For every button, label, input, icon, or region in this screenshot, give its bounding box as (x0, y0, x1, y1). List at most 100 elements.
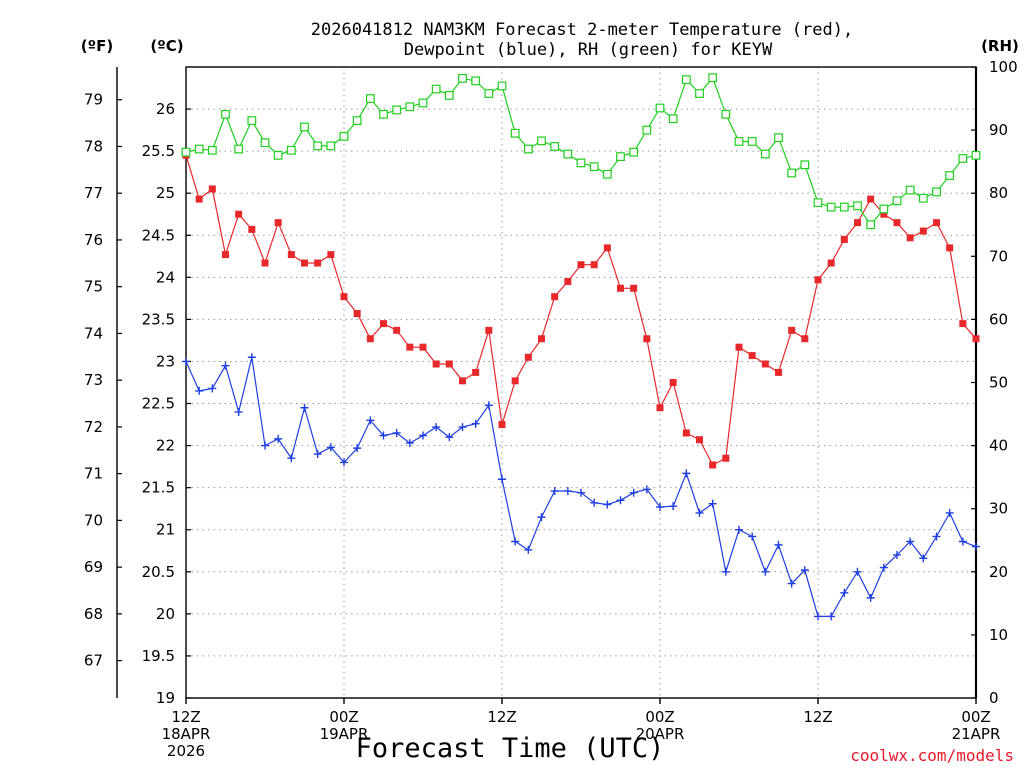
2-meter-temperature-point (775, 368, 782, 376)
celsius-tick-label: 22.5 (142, 395, 175, 413)
2-meter-temperature-point (222, 251, 229, 259)
fahrenheit-tick-label: 71 (84, 465, 103, 483)
celsius-tick-label: 24 (156, 268, 175, 286)
fahrenheit-tick-label: 72 (84, 418, 103, 436)
2-meter-temperature-point (880, 210, 888, 218)
rh-point (458, 73, 467, 83)
2-meter-temperature-point (327, 251, 335, 259)
rh-point (405, 102, 415, 112)
rh-tick-label: 70 (989, 247, 1008, 265)
dewpoint-point (379, 431, 388, 440)
dewpoint-point (721, 567, 730, 576)
celsius-tick-label: 23 (156, 352, 175, 370)
rh-point (444, 90, 454, 100)
dewpoint-point (669, 502, 678, 511)
dewpoint-point (221, 361, 230, 370)
data-series (181, 73, 981, 621)
rh-point (537, 136, 546, 146)
fahrenheit-tick-label: 70 (84, 511, 103, 529)
rh-point (839, 202, 849, 212)
rh-point (774, 133, 783, 143)
2-meter-temperature-point (814, 276, 822, 284)
rh-point (905, 185, 915, 195)
rh-tick-label: 90 (989, 121, 1008, 139)
rh-point (853, 201, 862, 211)
2-meter-temperature-point (867, 195, 875, 203)
dewpoint-point (853, 567, 862, 576)
2-meter-temperature-point (854, 219, 861, 227)
rh-point (273, 150, 283, 160)
dewpoint-point (748, 532, 757, 541)
dewpoint-point (879, 563, 888, 572)
2-meter-temperature-point (603, 244, 611, 252)
rh-point (589, 162, 599, 172)
dewpoint-point (563, 487, 572, 496)
2-meter-temperature-point (538, 335, 545, 343)
dewpoint-point (405, 439, 414, 448)
rh-point (234, 144, 244, 154)
fahrenheit-tick-label: 74 (84, 324, 103, 342)
dewpoint-point (827, 612, 836, 621)
dewpoint-point (313, 450, 322, 459)
2-meter-temperature-point (393, 326, 401, 334)
2-meter-temperature-point (419, 343, 427, 351)
celsius-tick-label: 24.5 (142, 226, 175, 244)
title-line-2: Dewpoint (blue), RH (green) for KEYW (404, 40, 773, 60)
dewpoint-point (392, 428, 401, 437)
2-meter-temperature-point (893, 219, 901, 227)
dewpoint-point (234, 407, 243, 416)
2-meter-temperature-point (380, 320, 387, 328)
rh-tick-label: 0 (989, 689, 999, 707)
dewpoint-point (800, 566, 809, 575)
2-meter-temperature-point (511, 377, 519, 385)
dewpoint-point (366, 416, 375, 425)
x-tick-label: 12Z (803, 708, 832, 726)
dewpoint-point (814, 612, 822, 621)
rh-point (866, 220, 876, 230)
celsius-tick-label: 22 (156, 437, 175, 455)
dewpoint-point (432, 423, 441, 432)
dewpoint-point (972, 542, 980, 551)
rh-point (523, 144, 533, 154)
dewpoint-point (590, 498, 599, 507)
2-meter-temperature-point (340, 293, 348, 301)
2-meter-temperature-point (617, 284, 624, 292)
rh-point (655, 103, 665, 113)
rh-tick-label: 60 (989, 310, 1008, 328)
dewpoint-point (419, 431, 427, 440)
rh-tick-label: 30 (989, 500, 1008, 518)
chart-title: 2026041812 NAM3KM Forecast 2-meter Tempe… (311, 20, 853, 60)
x-tick-label: 12Z (171, 708, 200, 726)
2-meter-temperature-point (827, 259, 835, 267)
2-meter-temperature-point (959, 320, 967, 328)
dewpoint-point (471, 419, 480, 428)
dewpoint-point (761, 567, 770, 576)
2-meter-temperature-point (314, 259, 322, 267)
dewpoint-point (866, 593, 875, 602)
2-meter-temperature-point (459, 377, 466, 385)
rh-point (221, 109, 230, 119)
2-meter-temperature-point (761, 360, 769, 368)
celsius-tick-label: 20 (156, 605, 175, 623)
grid-lines (186, 67, 976, 698)
rh-tick-label: 50 (989, 374, 1008, 392)
fahrenheit-tick-label: 79 (84, 91, 103, 109)
2-meter-temperature-point (524, 353, 532, 361)
rh-point (668, 114, 678, 124)
dewpoint-point (511, 537, 520, 546)
dewpoint-point (840, 588, 849, 597)
x-tick-label: 2026 (167, 742, 205, 760)
rh-point (576, 158, 586, 168)
celsius-tick-label: 25 (156, 184, 175, 202)
credit-text: coolwx.com/models (850, 746, 1014, 765)
dewpoint-point (603, 500, 612, 509)
fahrenheit-tick-label: 69 (84, 558, 103, 576)
rh-point (734, 137, 744, 146)
x-tick-label: 20APR (636, 725, 685, 743)
rh-point (418, 98, 428, 108)
rh-point (497, 81, 507, 91)
rh-point (510, 128, 520, 138)
2-meter-temperature-point (445, 360, 453, 368)
rh-point (932, 187, 941, 197)
2-meter-temperature-point (564, 278, 572, 286)
